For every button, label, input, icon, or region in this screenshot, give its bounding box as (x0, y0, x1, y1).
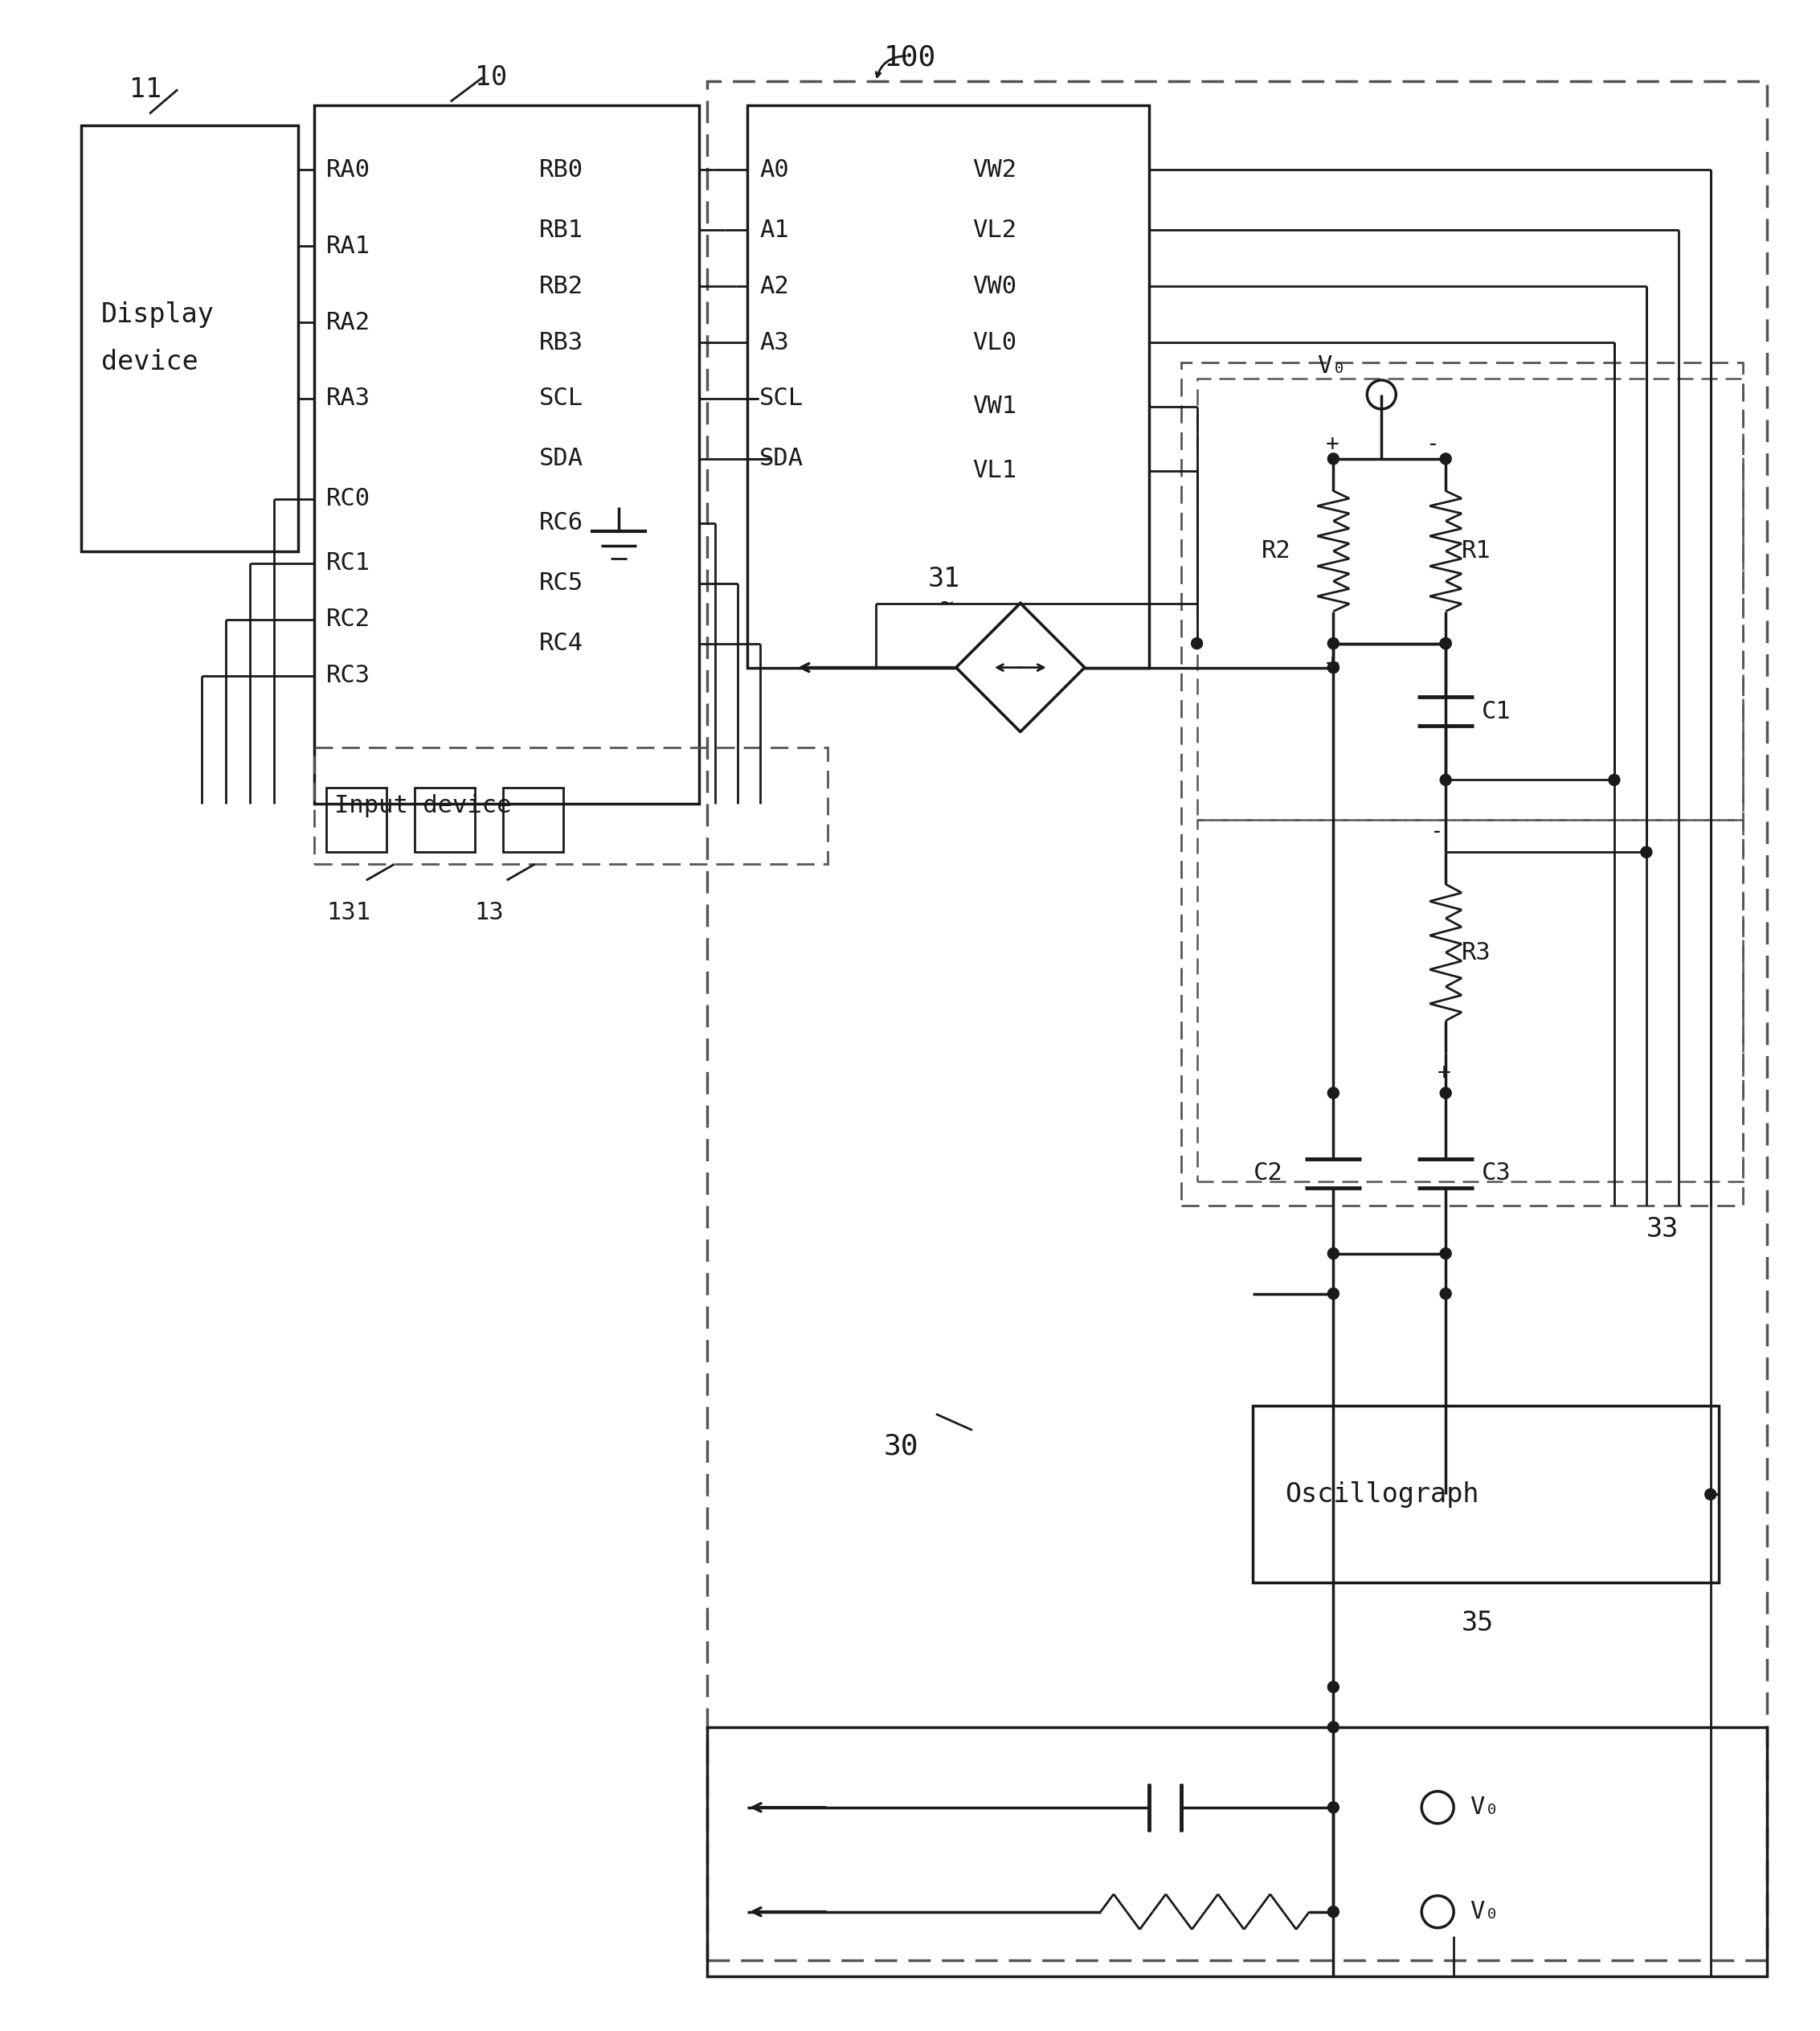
Text: 100: 100 (885, 45, 935, 71)
Text: A3: A3 (759, 331, 790, 353)
Text: VL1: VL1 (972, 459, 1017, 483)
Text: A2: A2 (759, 274, 790, 299)
Text: 30: 30 (885, 1432, 919, 1460)
Bar (1254, 1405, 1718, 1582)
Circle shape (1421, 1791, 1454, 1824)
Text: +: + (1438, 1062, 1451, 1085)
Circle shape (1705, 1489, 1716, 1501)
Text: -: - (1425, 433, 1440, 455)
Text: RC3: RC3 (326, 664, 371, 686)
Circle shape (1329, 1801, 1340, 1814)
Text: R2: R2 (1261, 540, 1290, 563)
Circle shape (1367, 380, 1396, 408)
Text: RA1: RA1 (326, 234, 371, 258)
Text: RB0: RB0 (539, 158, 582, 181)
Text: 35: 35 (1461, 1609, 1494, 1637)
Bar (326, 788, 386, 853)
Circle shape (1609, 774, 1620, 786)
Circle shape (1329, 1087, 1340, 1099)
Text: RA0: RA0 (326, 158, 371, 181)
Polygon shape (956, 603, 1085, 731)
Text: C2: C2 (1254, 1162, 1283, 1184)
Text: RB2: RB2 (539, 274, 582, 299)
Text: device: device (102, 349, 198, 376)
Bar (708, 1726, 1767, 1976)
Text: VL0: VL0 (972, 331, 1017, 353)
Text: VW0: VW0 (972, 274, 1017, 299)
Circle shape (1440, 638, 1451, 650)
Circle shape (1329, 1247, 1340, 1259)
Bar (748, 106, 1148, 668)
Text: 31: 31 (928, 567, 961, 593)
Circle shape (1329, 662, 1340, 672)
Text: -: - (1431, 821, 1443, 843)
Circle shape (1192, 638, 1203, 650)
Bar (1198, 378, 1742, 821)
Text: ~: ~ (941, 593, 954, 615)
Text: RA2: RA2 (326, 311, 371, 333)
Text: C1: C1 (1481, 701, 1511, 723)
Text: RC1: RC1 (326, 552, 371, 575)
Circle shape (1421, 1895, 1454, 1927)
Bar (1198, 821, 1742, 1182)
Circle shape (1440, 774, 1451, 786)
Bar (502, 788, 562, 853)
Text: RC4: RC4 (539, 632, 582, 656)
Bar (1181, 362, 1742, 1204)
Text: 11: 11 (129, 77, 162, 104)
Circle shape (1329, 453, 1340, 465)
Text: VW1: VW1 (972, 394, 1017, 418)
Text: RC2: RC2 (326, 607, 371, 632)
Text: 33: 33 (1647, 1217, 1678, 1243)
Text: V₀: V₀ (1471, 1901, 1500, 1923)
Text: V₀: V₀ (1318, 355, 1347, 378)
Circle shape (1440, 453, 1451, 465)
Circle shape (1329, 1682, 1340, 1692)
Text: +: + (1325, 652, 1340, 674)
Bar (315, 747, 828, 863)
Text: RA3: RA3 (326, 388, 371, 410)
Circle shape (1329, 1722, 1340, 1732)
Text: +: + (1325, 433, 1340, 455)
Text: RC0: RC0 (326, 487, 371, 510)
Circle shape (1329, 1288, 1340, 1300)
Text: V₀: V₀ (1471, 1795, 1500, 1820)
Text: A0: A0 (759, 158, 790, 181)
Text: RC5: RC5 (539, 571, 582, 595)
Text: A1: A1 (759, 219, 790, 242)
Bar (315, 106, 699, 804)
Circle shape (1440, 638, 1451, 650)
Bar (415, 788, 475, 853)
Circle shape (1640, 847, 1653, 857)
Text: 131: 131 (326, 900, 371, 924)
Circle shape (1329, 1907, 1340, 1917)
Text: 13: 13 (475, 900, 504, 924)
Circle shape (1329, 662, 1340, 672)
Circle shape (1440, 1087, 1451, 1099)
Circle shape (1329, 638, 1340, 650)
Text: RC6: RC6 (539, 512, 582, 534)
Bar (82, 126, 298, 550)
Text: SDA: SDA (539, 447, 582, 471)
Circle shape (1440, 1288, 1451, 1300)
Text: Oscillograph: Oscillograph (1285, 1481, 1480, 1507)
Text: Display: Display (102, 301, 215, 327)
Bar (708, 81, 1767, 1960)
Circle shape (1440, 1247, 1451, 1259)
Text: Input device: Input device (335, 794, 511, 816)
Text: SDA: SDA (759, 447, 804, 471)
Text: VW2: VW2 (972, 158, 1017, 181)
Text: 10: 10 (475, 65, 508, 91)
Text: VL2: VL2 (972, 219, 1017, 242)
Text: RB1: RB1 (539, 219, 582, 242)
Text: SCL: SCL (759, 388, 804, 410)
Text: R3: R3 (1461, 940, 1491, 965)
Text: SCL: SCL (539, 388, 582, 410)
Text: C3: C3 (1481, 1162, 1511, 1184)
Text: R1: R1 (1461, 540, 1491, 563)
Text: RB3: RB3 (539, 331, 582, 353)
